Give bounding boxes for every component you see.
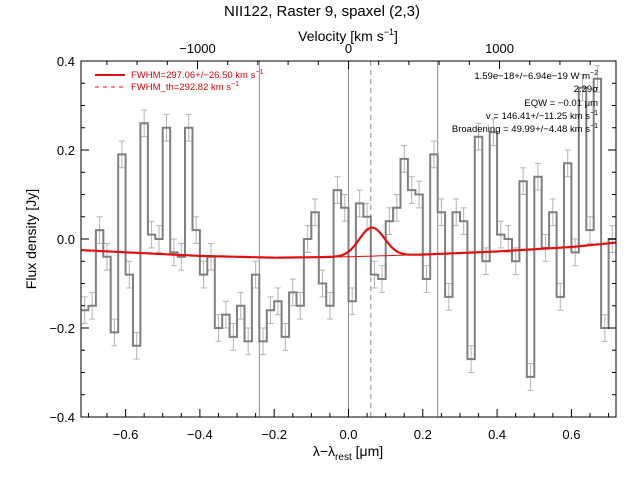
top-tick-labels: −1000 0 1000: [179, 41, 514, 56]
top-tick-label: −1000: [179, 41, 216, 56]
y-tick-label: 0.4: [57, 54, 75, 69]
y-tick-label: 0.0: [57, 232, 75, 247]
spectrum-line: [81, 77, 616, 378]
x-axis-label: λ−λrest [μm]: [313, 443, 383, 463]
x-tick-label: 0.6: [562, 427, 580, 442]
x-tick-label: −0.2: [261, 427, 287, 442]
axes-frame: [80, 60, 617, 418]
legend: FWHM=297.06+/−26.50 km s−1 FWHM_th=292.8…: [95, 69, 263, 93]
x-tick-label: 0.0: [339, 427, 357, 442]
annotation-significance: 2.29σ: [574, 84, 598, 95]
y-tick-label: −0.2: [49, 321, 75, 336]
legend-entry-fwhm: FWHM=297.06+/−26.50 km s−1: [131, 69, 263, 81]
annotation-velocity: v = 146.41+/−11.25 km s−1: [486, 110, 598, 122]
top-tick-label: 0: [345, 41, 352, 56]
x-tick-label: −0.6: [113, 427, 139, 442]
annotation-broadening: Broadening = 49.99+/−4.48 km s−1: [452, 123, 598, 135]
top-axis-label: Velocity [km s−1]: [298, 27, 398, 44]
y-tick-label: 0.2: [57, 143, 75, 158]
fit-line: [80, 226, 617, 259]
spectrum-series: [81, 77, 616, 378]
fit-annotations: 1.59e−18+/−6.94e−19 W m−2 2.29σ EQW = −0…: [452, 70, 598, 135]
y-tick-label: −0.4: [49, 410, 75, 425]
y-axis-label: Flux density [Jy]: [23, 189, 39, 289]
annotation-eqw: EQW = −0.01 μm: [524, 98, 598, 109]
x-tick-labels: −0.6 −0.4 −0.2 0.0 0.2 0.4 0.6: [113, 427, 581, 442]
annotation-line-flux: 1.59e−18+/−6.94e−19 W m−2: [474, 70, 598, 82]
chart-title: NII122, Raster 9, spaxel (2,3): [224, 3, 420, 20]
x-tick-label: 0.2: [414, 427, 432, 442]
x-tick-label: −0.4: [187, 427, 213, 442]
fit-series: [80, 226, 617, 259]
top-tick-label: 1000: [485, 41, 514, 56]
x-tick-label: 0.4: [488, 427, 506, 442]
legend-entry-fwhm-th: FWHM_th=292.82 km s−1: [131, 81, 239, 93]
y-tick-labels: −0.4 −0.2 0.0 0.2 0.4: [49, 54, 75, 425]
